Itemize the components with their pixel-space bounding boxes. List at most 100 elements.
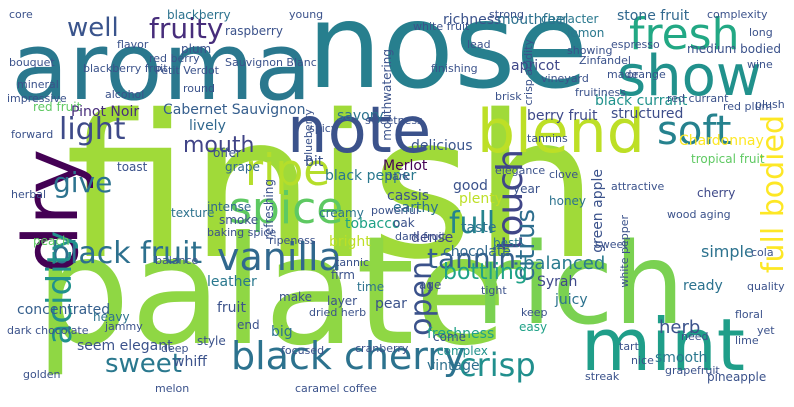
- word-mineral: mineral: [17, 78, 59, 91]
- word-lead: lead: [467, 38, 491, 51]
- word-caramel: caramel: [295, 382, 340, 395]
- word-bouquet: bouquet: [9, 56, 55, 69]
- word-fruit: fruit: [217, 300, 246, 316]
- word-attractive: attractive: [611, 180, 665, 193]
- word-whiff: whiff: [173, 354, 207, 370]
- word-keep: keep: [521, 306, 548, 319]
- word-balance: balance: [155, 254, 199, 267]
- word-tart: tart: [619, 340, 639, 353]
- word-tannin: tannin: [427, 242, 517, 275]
- word-chocolate: chocolate: [443, 244, 511, 260]
- word-red-fruit: red fruit: [33, 100, 82, 114]
- word-core: core: [9, 9, 33, 21]
- word-fruity: fruity: [149, 12, 224, 45]
- word-powerful: powerful: [371, 204, 419, 217]
- word-blend: blend: [477, 97, 645, 167]
- word-lime: lime: [735, 334, 759, 347]
- word-offer: offer: [213, 146, 241, 160]
- word-white-fruit: white fruit: [413, 20, 470, 33]
- word-pear: pear: [375, 296, 407, 312]
- word-jammy: jammy: [105, 320, 143, 333]
- word-texture: texture: [171, 206, 215, 220]
- word-ripeness: ripeness: [269, 234, 316, 247]
- word-note: note: [287, 94, 432, 168]
- word-berry-fruit: berry fruit: [527, 108, 598, 124]
- word-herbal: herbal: [11, 188, 47, 201]
- word-forward: forward: [11, 128, 54, 141]
- word-apricot: apricot: [511, 58, 560, 74]
- word-chardonnay: Chardonnay: [679, 133, 764, 149]
- word-complex: complex: [437, 344, 488, 358]
- word-freshness: freshness: [427, 326, 495, 342]
- word-cola: cola: [751, 246, 774, 259]
- word-petit-verdot: Petit Verdot: [155, 64, 219, 77]
- word-stone-fruit: stone fruit: [617, 9, 690, 24]
- word-year: year: [513, 182, 540, 196]
- word-melon: melon: [155, 382, 190, 395]
- word-full: full: [449, 206, 496, 241]
- word-fresh: fresh: [629, 9, 740, 60]
- word-easy: easy: [519, 320, 548, 334]
- word-clove: clove: [549, 168, 579, 181]
- word-aroma: aroma: [11, 13, 312, 122]
- word-quality: quality: [747, 280, 785, 293]
- word-finishing: finishing: [431, 62, 478, 75]
- word-white-pepper: white pepper: [618, 215, 631, 288]
- word-blackberry: blackberry: [167, 9, 231, 22]
- word-richness: richness: [443, 12, 502, 28]
- word-smoke: smoke: [219, 213, 259, 227]
- word-tannins: tannins: [527, 132, 568, 145]
- word-floral: floral: [735, 308, 763, 321]
- word-layer: layer: [327, 294, 358, 308]
- word-rich: rich: [475, 220, 685, 350]
- word-wine: wine: [747, 58, 773, 71]
- word-blueberry: blueberry: [302, 109, 315, 162]
- word-creamy: creamy: [319, 206, 364, 220]
- word-tannic: tannic: [335, 256, 370, 269]
- word-black-cherry: black cherry: [231, 334, 466, 378]
- word-lemon: lemon: [567, 26, 605, 40]
- word-complexity: complexity: [707, 9, 768, 21]
- word-smooth: smooth: [655, 350, 708, 366]
- word-cassis: cassis: [387, 188, 430, 204]
- word-ready: ready: [683, 278, 723, 294]
- word-finish: finish: [65, 72, 599, 303]
- word-sweet-small: sweet: [595, 238, 628, 251]
- word-vanilla: vanilla: [217, 235, 342, 279]
- word-raspberry: raspberry: [225, 24, 283, 38]
- word-need: need: [681, 330, 709, 343]
- word-cherry: cherry: [697, 186, 736, 200]
- word-give: give: [53, 166, 113, 199]
- word-mint: mint: [581, 303, 746, 387]
- word-made: made: [607, 68, 639, 81]
- word-flavor: flavor: [117, 38, 149, 51]
- word-merlot: Merlot: [383, 158, 428, 174]
- word-dark-fruit: dark fruit: [395, 230, 446, 243]
- word-brisk: brisk: [495, 90, 522, 103]
- word-zinfandel: Zinfandel: [579, 54, 631, 67]
- word-simple: simple: [701, 242, 754, 261]
- word-spice: spice: [229, 183, 344, 234]
- word-dark-chocolate: dark chocolate: [7, 324, 89, 337]
- word-focused: focused: [281, 344, 325, 357]
- word-palate: palate: [35, 205, 507, 379]
- word-cabernet-sauvignon: Cabernet Sauvignon: [163, 102, 306, 118]
- word-young: young: [289, 9, 324, 21]
- word-coffee: coffee: [343, 382, 377, 395]
- word-wood-aging: wood aging: [667, 208, 731, 221]
- word-red-currant: red currant: [667, 92, 729, 105]
- word-streak: streak: [585, 370, 620, 383]
- word-open: open: [404, 261, 439, 336]
- word-taste: taste: [461, 220, 497, 236]
- word-plush: plush: [755, 98, 785, 111]
- word-nice: nice: [631, 354, 654, 367]
- word-black-currant: black currant: [595, 93, 688, 109]
- word-red-plum: red plum: [723, 100, 773, 113]
- word-toast: toast: [117, 160, 148, 174]
- word-medium-bodied: medium bodied: [687, 42, 782, 56]
- word-plenty: plenty: [459, 191, 504, 207]
- word-cloud: finish palate nose aroma rich blend note…: [7, 9, 787, 398]
- word-light: light: [59, 112, 126, 147]
- word-mouth: mouth: [183, 133, 255, 158]
- word-yet: yet: [757, 324, 775, 337]
